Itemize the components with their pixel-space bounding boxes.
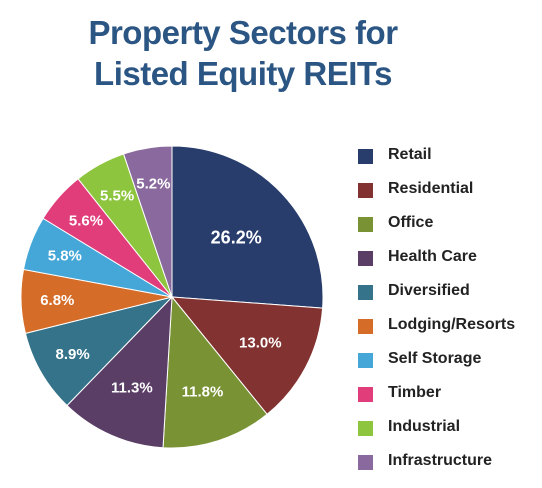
legend-label-diversified: Diversified [388,282,470,299]
pie-label-office: 11.8% [182,383,224,400]
legend-item-residential: Residential [358,177,542,211]
legend-swatch-lodging-resorts [358,319,373,334]
legend-label-residential: Residential [388,180,474,197]
chart-title-line-2: Listed Equity REITs [94,55,392,92]
pie-slice-office [162,295,268,449]
legend-item-retail: Retail [358,143,542,177]
pie-label-residential: 13.0% [239,335,282,352]
pie-slice-infrastructure [122,145,173,298]
pie-slice-health-care [66,295,173,449]
pie-label-health-care: 11.3% [111,380,153,397]
legend-swatch-residential [358,183,373,198]
legend-swatch-infrastructure [358,455,373,470]
pie-label-lodging-resorts: 6.8% [40,292,74,309]
legend-swatch-timber [358,387,373,402]
legend-swatch-office [358,217,373,232]
legend-item-health-care: Health Care [358,245,542,279]
pie-slice-diversified [24,296,174,407]
chart-legend: Retail Residential Office Health Care Di… [358,143,542,483]
legend-label-industrial: Industrial [388,418,461,435]
chart-title: Property Sectors for Listed Equity REITs [0,12,486,94]
legend-item-self-storage: Self Storage [358,347,542,381]
legend-label-retail: Retail [388,146,432,163]
legend-swatch-industrial [358,421,373,436]
legend-item-diversified: Diversified [358,279,542,313]
pie-label-timber: 5.6% [69,213,103,230]
legend-item-office: Office [358,211,542,245]
legend-swatch-self-storage [358,353,373,368]
pie-label-diversified: 8.9% [55,346,89,363]
chart-title-line-1: Property Sectors for [88,14,398,51]
legend-label-infrastructure: Infrastructure [388,452,493,469]
legend-swatch-retail [358,149,373,164]
legend-label-health-care: Health Care [388,248,477,265]
legend-item-timber: Timber [358,381,542,415]
pie-label-infrastructure: 5.2% [136,175,170,192]
legend-item-lodging-resorts: Lodging/Resorts [358,313,542,347]
pie-slice-retail [171,145,324,309]
legend-item-infrastructure: Infrastructure [358,449,542,483]
legend-label-self-storage: Self Storage [388,350,482,367]
legend-swatch-diversified [358,285,373,300]
legend-label-office: Office [388,214,434,231]
pie-label-self-storage: 5.8% [48,248,82,265]
pie-label-industrial: 5.5% [100,188,134,205]
legend-swatch-health-care [358,251,373,266]
pie-label-retail: 26.2% [211,227,262,247]
legend-item-industrial: Industrial [358,415,542,449]
legend-label-timber: Timber [388,384,442,401]
pie-slice-residential [170,296,324,416]
legend-label-lodging-resorts: Lodging/Resorts [388,316,516,333]
